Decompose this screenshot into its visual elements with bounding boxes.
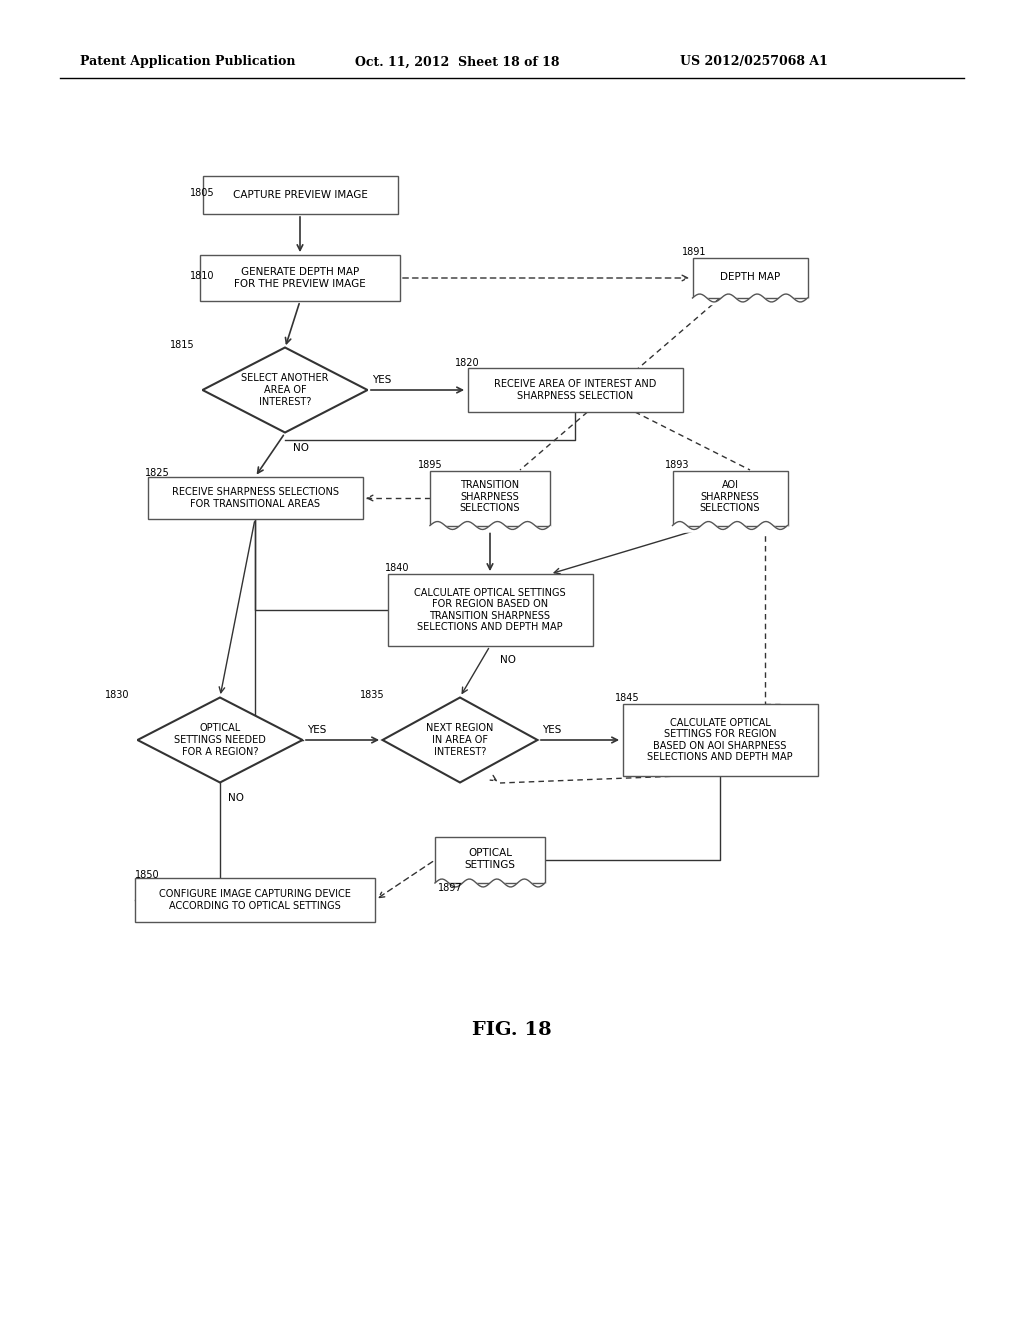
Text: OPTICAL
SETTINGS: OPTICAL SETTINGS: [465, 847, 515, 870]
Text: RECEIVE SHARPNESS SELECTIONS
FOR TRANSITIONAL AREAS: RECEIVE SHARPNESS SELECTIONS FOR TRANSIT…: [171, 487, 339, 508]
Text: CALCULATE OPTICAL
SETTINGS FOR REGION
BASED ON AOI SHARPNESS
SELECTIONS AND DEPT: CALCULATE OPTICAL SETTINGS FOR REGION BA…: [647, 718, 793, 763]
Polygon shape: [137, 697, 302, 783]
FancyBboxPatch shape: [200, 255, 400, 301]
Text: SELECT ANOTHER
AREA OF
INTEREST?: SELECT ANOTHER AREA OF INTEREST?: [242, 374, 329, 407]
Text: YES: YES: [542, 725, 561, 735]
FancyBboxPatch shape: [673, 470, 787, 525]
Text: 1825: 1825: [145, 469, 170, 478]
Text: 1895: 1895: [418, 459, 442, 470]
FancyBboxPatch shape: [430, 470, 550, 525]
Text: CONFIGURE IMAGE CAPTURING DEVICE
ACCORDING TO OPTICAL SETTINGS: CONFIGURE IMAGE CAPTURING DEVICE ACCORDI…: [159, 890, 351, 911]
Text: 1840: 1840: [385, 564, 410, 573]
Text: NO: NO: [500, 655, 516, 665]
Text: 1810: 1810: [190, 271, 214, 281]
Text: OPTICAL
SETTINGS NEEDED
FOR A REGION?: OPTICAL SETTINGS NEEDED FOR A REGION?: [174, 723, 266, 756]
Text: 1805: 1805: [190, 187, 215, 198]
FancyBboxPatch shape: [468, 368, 683, 412]
FancyBboxPatch shape: [387, 574, 593, 645]
Text: AOI
SHARPNESS
SELECTIONS: AOI SHARPNESS SELECTIONS: [699, 480, 760, 513]
Text: FIG. 18: FIG. 18: [472, 1020, 552, 1039]
Text: 1891: 1891: [682, 247, 707, 257]
FancyBboxPatch shape: [692, 257, 808, 298]
Text: DEPTH MAP: DEPTH MAP: [720, 272, 780, 281]
Text: NEXT REGION
IN AREA OF
INTEREST?: NEXT REGION IN AREA OF INTEREST?: [426, 723, 494, 756]
Text: 1845: 1845: [615, 693, 640, 704]
Text: CAPTURE PREVIEW IMAGE: CAPTURE PREVIEW IMAGE: [232, 190, 368, 201]
Polygon shape: [383, 697, 538, 783]
FancyBboxPatch shape: [435, 837, 545, 883]
FancyBboxPatch shape: [203, 176, 397, 214]
Text: NO: NO: [293, 444, 309, 453]
Text: 1893: 1893: [665, 459, 689, 470]
Text: 1850: 1850: [135, 870, 160, 880]
Text: 1815: 1815: [170, 341, 195, 350]
FancyBboxPatch shape: [623, 704, 817, 776]
Text: US 2012/0257068 A1: US 2012/0257068 A1: [680, 55, 827, 69]
Text: CALCULATE OPTICAL SETTINGS
FOR REGION BASED ON
TRANSITION SHARPNESS
SELECTIONS A: CALCULATE OPTICAL SETTINGS FOR REGION BA…: [414, 587, 566, 632]
FancyBboxPatch shape: [135, 878, 375, 921]
Polygon shape: [203, 347, 368, 433]
Text: 1820: 1820: [455, 358, 479, 368]
Text: NO: NO: [228, 793, 244, 803]
Text: Oct. 11, 2012  Sheet 18 of 18: Oct. 11, 2012 Sheet 18 of 18: [355, 55, 559, 69]
Text: YES: YES: [307, 725, 327, 735]
Text: 1835: 1835: [360, 690, 385, 700]
Text: TRANSITION
SHARPNESS
SELECTIONS: TRANSITION SHARPNESS SELECTIONS: [460, 480, 520, 513]
Text: 1897: 1897: [438, 883, 463, 894]
Text: 1830: 1830: [105, 690, 129, 700]
Text: GENERATE DEPTH MAP
FOR THE PREVIEW IMAGE: GENERATE DEPTH MAP FOR THE PREVIEW IMAGE: [234, 267, 366, 289]
Text: Patent Application Publication: Patent Application Publication: [80, 55, 296, 69]
Text: YES: YES: [372, 375, 391, 385]
FancyBboxPatch shape: [147, 477, 362, 519]
Text: RECEIVE AREA OF INTEREST AND
SHARPNESS SELECTION: RECEIVE AREA OF INTEREST AND SHARPNESS S…: [494, 379, 656, 401]
